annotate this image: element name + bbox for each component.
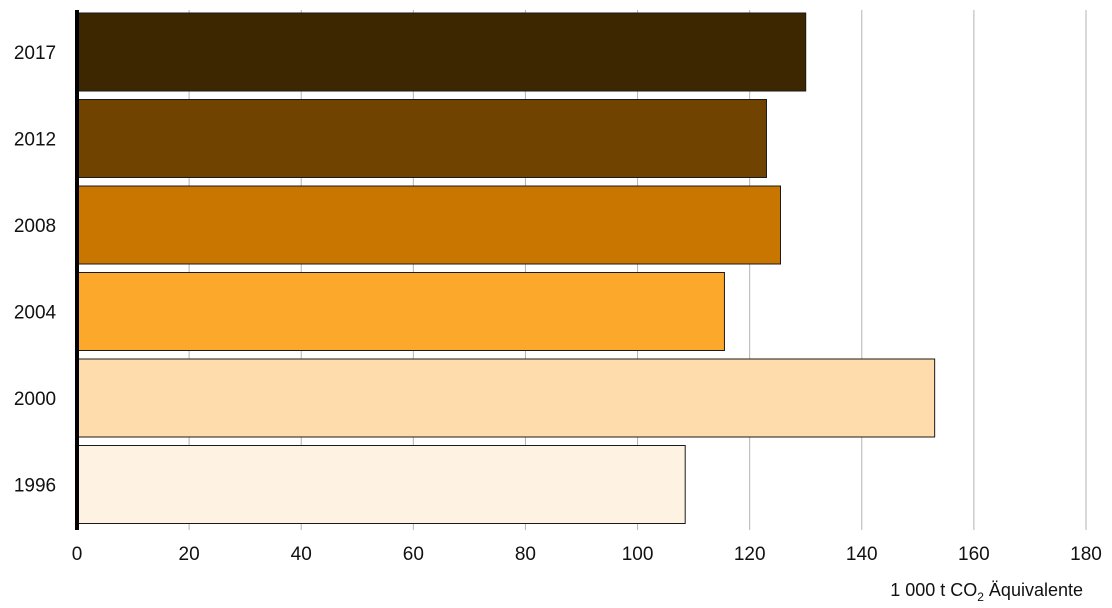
category-label-2004: 2004	[14, 303, 57, 324]
x-tick-label: 100	[622, 544, 654, 565]
x-tick-label: 80	[515, 544, 536, 565]
category-labels: 2017 2012 2008 2004 2000 1996	[14, 43, 57, 497]
grid-lines	[188, 10, 1087, 530]
x-tick-label: 160	[958, 544, 990, 565]
bar-2008	[76, 185, 781, 265]
x-axis-title: 1 000 t CO2 Äquivalente	[890, 580, 1083, 604]
x-tick-label: 140	[846, 544, 878, 565]
category-label-2008: 2008	[14, 216, 56, 237]
x-tick-label: 40	[291, 544, 312, 565]
x-tick-label: 20	[179, 544, 200, 565]
bar-2004	[76, 272, 725, 351]
x-tick-label: 60	[403, 544, 424, 565]
bar-2012	[76, 99, 767, 178]
x-tick-labels: 0 20 40 60 80 100 120 140 160 180	[72, 544, 1102, 565]
bar-1996	[76, 445, 686, 524]
bar-2000	[76, 358, 936, 438]
bar-series	[76, 12, 936, 524]
category-label-2012: 2012	[14, 130, 56, 151]
x-tick-label: 180	[1070, 544, 1102, 565]
category-label-2000: 2000	[14, 389, 56, 410]
category-label-1996: 1996	[14, 476, 56, 497]
x-tick-label: 0	[72, 544, 83, 565]
category-label-2017: 2017	[14, 43, 56, 64]
x-tick-label: 120	[734, 544, 766, 565]
bar-2017	[76, 12, 807, 92]
